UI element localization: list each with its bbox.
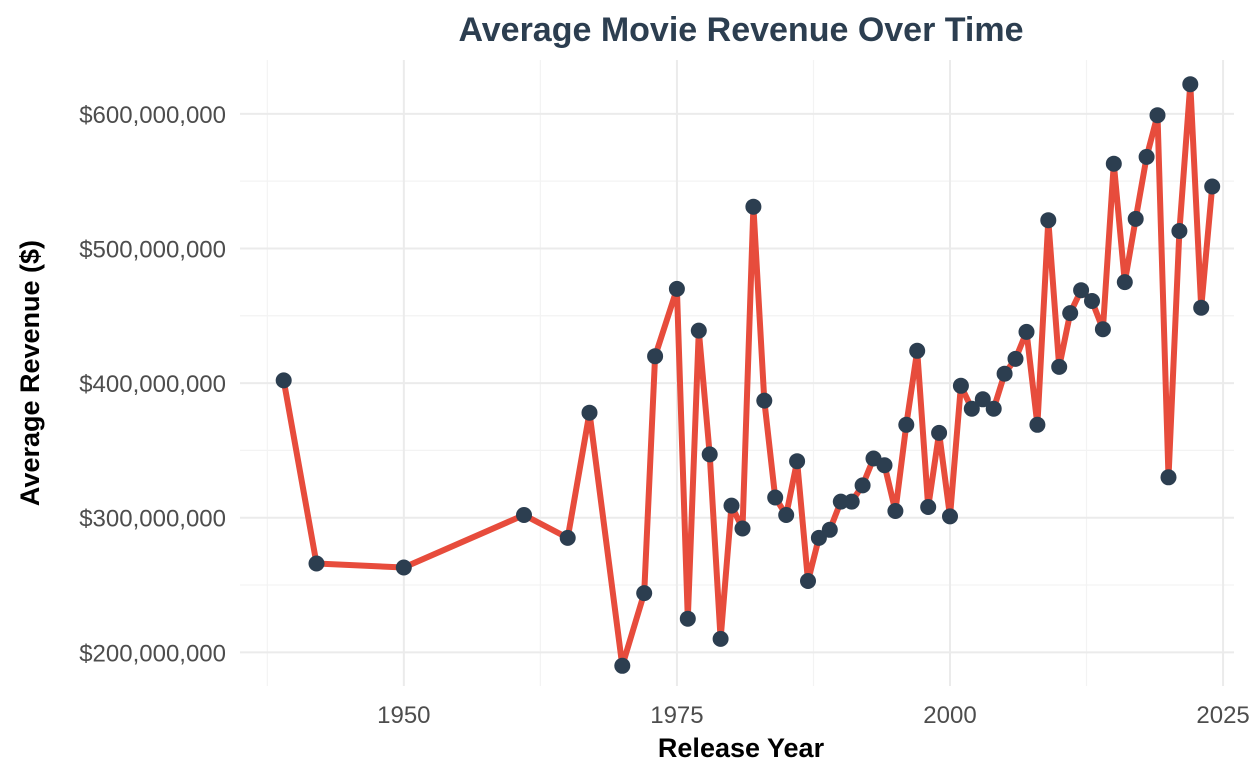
data-point <box>1149 107 1166 124</box>
data-point <box>963 400 980 417</box>
data-point <box>1193 299 1210 316</box>
data-point <box>1204 178 1221 195</box>
data-point <box>810 529 827 546</box>
data-point <box>1018 323 1035 340</box>
data-point <box>712 630 729 647</box>
data-point <box>876 457 893 474</box>
data-point <box>1105 155 1122 172</box>
data-point <box>1094 321 1111 338</box>
y-tick-label: $500,000,000 <box>79 236 226 263</box>
data-point <box>1138 148 1155 165</box>
data-point <box>996 365 1013 382</box>
series-line <box>280 81 1216 669</box>
x-tick-label: 2025 <box>1196 702 1249 729</box>
x-tick-label: 1975 <box>650 702 703 729</box>
x-tick-label: 2000 <box>923 702 976 729</box>
data-point <box>734 520 751 537</box>
data-point <box>395 559 412 576</box>
data-point <box>767 489 784 506</box>
data-point <box>559 529 576 546</box>
chart-title: Average Movie Revenue Over Time <box>458 11 1023 49</box>
data-point <box>1160 469 1177 486</box>
data-point <box>854 477 871 494</box>
data-point <box>614 657 631 674</box>
data-point <box>800 573 816 589</box>
data-point <box>1062 305 1079 322</box>
data-point <box>1029 416 1046 433</box>
data-point <box>647 348 664 365</box>
y-tick-label: $200,000,000 <box>79 640 226 667</box>
grid-lines <box>240 60 1234 686</box>
data-point <box>821 521 838 538</box>
y-axis-ticks: $200,000,000 $300,000,000 $400,000,000 $500… <box>79 102 226 667</box>
data-point <box>942 508 958 525</box>
y-axis-title: Average Revenue ($) <box>15 240 45 506</box>
data-point <box>1182 76 1199 93</box>
data-point <box>931 424 948 441</box>
series-line-layer <box>280 81 1216 669</box>
data-point <box>1084 293 1100 309</box>
data-point <box>909 342 926 359</box>
data-point <box>1040 212 1057 229</box>
data-point <box>1127 210 1144 227</box>
data-point <box>1007 350 1024 367</box>
x-axis-title: Release Year <box>658 733 825 763</box>
data-point <box>898 416 915 433</box>
data-point <box>1073 282 1090 299</box>
y-tick-label: $600,000,000 <box>79 102 226 129</box>
data-point <box>690 322 707 339</box>
data-point <box>668 280 685 297</box>
data-point <box>843 493 860 510</box>
data-point <box>636 585 653 602</box>
data-point <box>679 610 696 627</box>
x-tick-label: 1950 <box>377 702 430 729</box>
data-point <box>789 453 806 470</box>
data-point <box>952 377 969 394</box>
y-tick-label: $300,000,000 <box>79 506 226 533</box>
data-point <box>1051 358 1068 375</box>
data-point <box>745 198 762 215</box>
data-point <box>1116 274 1133 291</box>
data-point <box>275 372 292 389</box>
data-point <box>985 400 1002 417</box>
data-points-layer <box>275 76 1221 674</box>
data-point <box>887 503 904 519</box>
data-point <box>723 497 740 514</box>
data-point <box>516 507 532 523</box>
data-point <box>974 391 991 408</box>
y-tick-label: $400,000,000 <box>79 371 226 398</box>
data-point <box>778 507 795 523</box>
x-axis-ticks: 1950 1975 2000 2025 <box>377 702 1250 729</box>
data-point <box>701 446 718 463</box>
data-point <box>1171 223 1188 239</box>
data-point <box>581 404 598 421</box>
data-point <box>756 392 773 409</box>
data-point <box>308 555 325 572</box>
data-point <box>920 499 937 515</box>
